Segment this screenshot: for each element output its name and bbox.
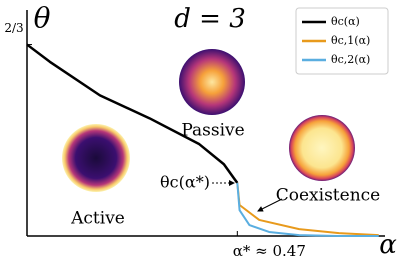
annotation: Active [70,209,125,229]
y-tick-label: 2/3 [4,21,23,35]
series-line [236,182,379,237]
active-disk [62,124,130,192]
arrow [257,198,283,212]
coexistence-disk [289,115,355,181]
chart-title: d = 3 [174,4,246,34]
passive-disk [179,49,245,115]
legend-label: θc(α) [331,15,360,28]
legend-label: θc,2(α) [331,53,370,66]
annotation: Coexistence [276,186,380,206]
series-line [26,43,239,184]
annotation: θc(α*) [160,173,210,192]
legend-label: θc,1(α) [331,34,370,47]
x-axis-label: α [379,230,397,260]
annotation: Passive [181,121,244,141]
x-tick-label: α* ≈ 0.47 [233,242,306,260]
y-axis-label: θ [34,2,51,35]
legend [295,7,389,75]
